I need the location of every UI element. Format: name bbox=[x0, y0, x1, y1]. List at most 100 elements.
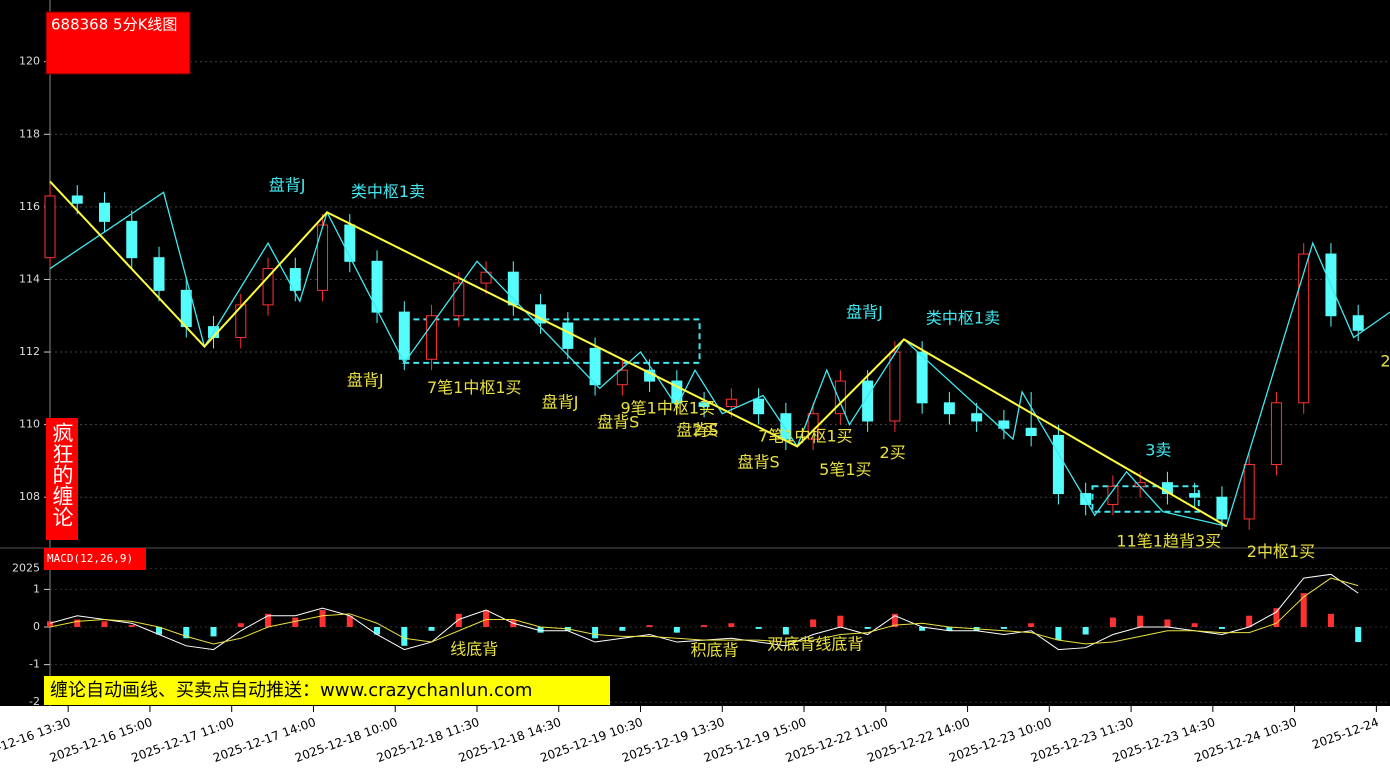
candle-body bbox=[44, 195, 56, 259]
candle-body bbox=[262, 268, 274, 306]
candle-body bbox=[1243, 464, 1255, 520]
candle-body bbox=[289, 268, 301, 291]
annotation: 类中枢1卖 bbox=[926, 309, 1000, 328]
macd-bar bbox=[891, 613, 898, 627]
candle-body bbox=[725, 398, 737, 407]
annotation: 2买 bbox=[692, 421, 718, 440]
stroke-line bbox=[49, 191, 1390, 527]
macd-bar bbox=[1137, 615, 1144, 627]
candle-body bbox=[1107, 485, 1119, 505]
annotation: 9笔1中枢1买 bbox=[620, 399, 715, 418]
macd-bar bbox=[455, 613, 462, 627]
macd-title-box bbox=[44, 548, 146, 570]
candle-body bbox=[698, 402, 710, 407]
macd-bar bbox=[346, 615, 353, 627]
candle-body bbox=[317, 224, 329, 291]
macd-bar bbox=[592, 627, 599, 639]
macd-bar bbox=[810, 619, 817, 627]
macd-bar bbox=[673, 627, 680, 633]
macd-tick-label: 2025 bbox=[12, 561, 40, 574]
macd-annotation: 积底背 bbox=[691, 641, 739, 660]
macd-bar bbox=[1218, 627, 1225, 629]
banner-box bbox=[44, 676, 610, 705]
candle-body bbox=[1270, 402, 1282, 466]
macd-bar bbox=[210, 627, 217, 637]
macd-bar bbox=[1300, 593, 1307, 627]
macd-tick-label: 0 bbox=[33, 620, 40, 633]
candle-body bbox=[1298, 253, 1310, 404]
macd-bar bbox=[428, 627, 435, 631]
candle-body bbox=[862, 380, 874, 422]
macd-bar bbox=[946, 627, 953, 631]
candle-body bbox=[1352, 315, 1364, 331]
macd-annotation: 双底背线底背 bbox=[767, 635, 863, 654]
macd-bar bbox=[101, 621, 108, 627]
y-tick-label: 112 bbox=[19, 345, 40, 358]
macd-bar bbox=[1028, 623, 1035, 627]
macd-bar bbox=[864, 627, 871, 629]
y-tick-label: 118 bbox=[19, 127, 40, 140]
candle-body bbox=[371, 260, 383, 313]
candle-body bbox=[998, 420, 1010, 429]
candle-body bbox=[480, 271, 492, 284]
side-label: 疯狂的缠论 bbox=[50, 422, 74, 527]
macd-bar bbox=[374, 627, 381, 635]
macd-bar bbox=[1055, 627, 1062, 641]
annotation: 盘背S bbox=[597, 413, 639, 432]
annotation: 类中枢1卖 bbox=[351, 182, 425, 201]
macd-bar bbox=[128, 625, 135, 627]
macd-bar bbox=[1191, 623, 1198, 627]
macd-annotation: 线底背 bbox=[450, 639, 498, 658]
macd-bar bbox=[1246, 615, 1253, 627]
x-tick-label: 2025-12-24 bbox=[1310, 715, 1380, 752]
macd-bar bbox=[483, 610, 490, 627]
annotation: 5笔1买 bbox=[819, 460, 871, 479]
macd-title: MACD(12,26,9) bbox=[47, 552, 133, 565]
macd-bar bbox=[1109, 617, 1116, 627]
candle-body bbox=[889, 351, 901, 422]
macd-tick-label: -1 bbox=[29, 658, 40, 671]
macd-bar bbox=[47, 621, 53, 627]
annotation: 盘背J bbox=[846, 302, 883, 321]
macd-bar bbox=[728, 623, 735, 627]
y-tick-label: 114 bbox=[19, 272, 40, 285]
annotation: 盘背J bbox=[542, 393, 579, 412]
y-tick-label: 110 bbox=[19, 418, 40, 431]
y-tick-label: 120 bbox=[19, 55, 40, 68]
candle-body bbox=[1025, 427, 1037, 436]
macd-bar bbox=[401, 627, 408, 646]
candle-body bbox=[916, 351, 928, 404]
macd-bar bbox=[1273, 608, 1280, 627]
banner: 缠论自动画线、买卖点自动推送：www.crazychanlun.com bbox=[50, 680, 532, 701]
candle-body bbox=[971, 413, 983, 422]
candle-body bbox=[1189, 493, 1201, 498]
side-label-box bbox=[46, 418, 78, 540]
annotation: 7笔1中枢1买 bbox=[427, 378, 522, 397]
macd-bar bbox=[646, 625, 653, 627]
segment-line bbox=[49, 180, 1227, 528]
y-tick-label: 108 bbox=[19, 490, 40, 503]
candle-body bbox=[453, 282, 465, 317]
macd-bar bbox=[319, 610, 326, 627]
candle-body bbox=[180, 289, 192, 328]
candle-body bbox=[535, 304, 547, 324]
macd-bar bbox=[183, 627, 190, 639]
candle-body bbox=[426, 315, 438, 360]
macd-bar bbox=[701, 625, 708, 627]
candle-body bbox=[834, 380, 846, 415]
candle-body bbox=[344, 224, 356, 262]
macd-bar bbox=[782, 627, 789, 635]
annotation: 盘背J bbox=[347, 371, 384, 390]
macd-bar bbox=[1082, 627, 1089, 635]
macd-bar bbox=[1164, 619, 1171, 627]
y-tick-label: 116 bbox=[19, 200, 40, 213]
candle-body bbox=[1216, 496, 1228, 520]
candle-body bbox=[126, 220, 138, 259]
candle-body bbox=[753, 398, 765, 415]
annotation: 盘背J bbox=[269, 175, 306, 194]
macd-bar bbox=[156, 627, 163, 635]
candle-body bbox=[1052, 434, 1064, 495]
candle-body bbox=[671, 380, 683, 404]
